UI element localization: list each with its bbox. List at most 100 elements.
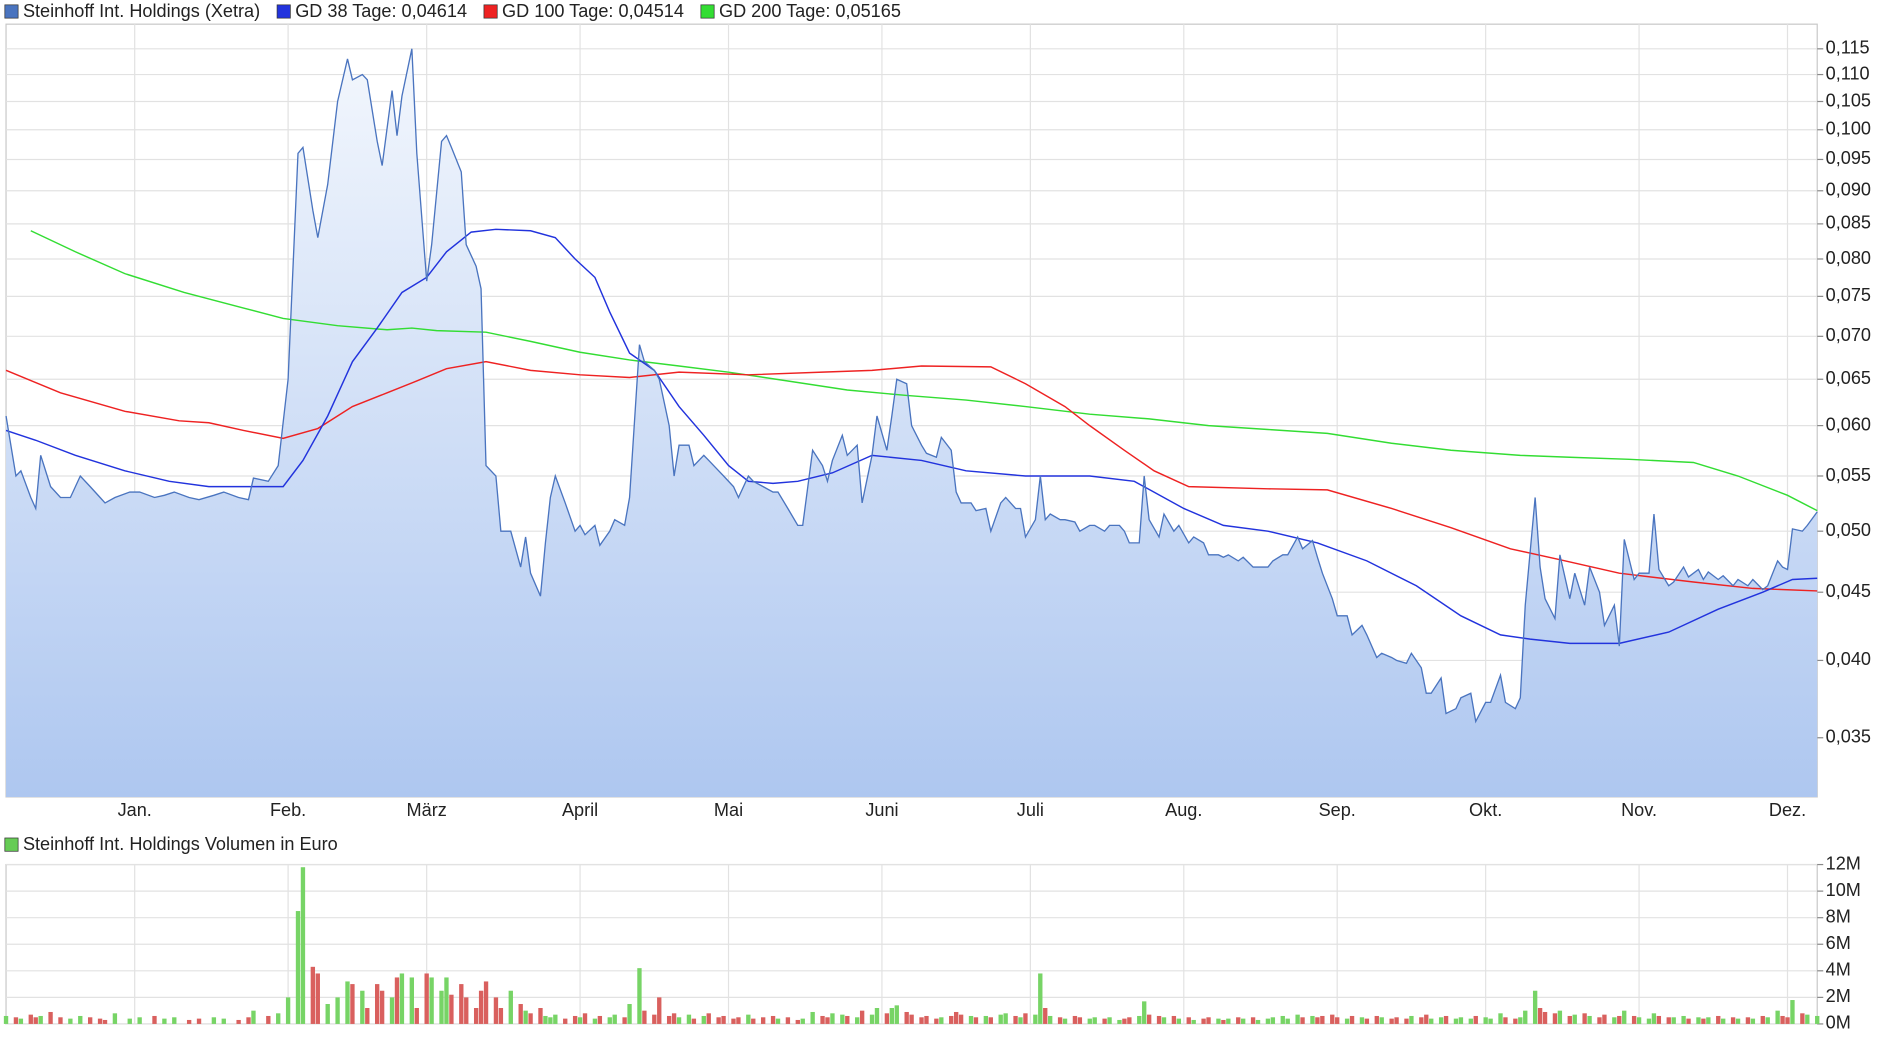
volume-bar [1765, 1017, 1770, 1024]
volume-bar [1107, 1017, 1112, 1024]
volume-bar [1745, 1017, 1751, 1024]
volume-bar [1775, 1010, 1780, 1024]
volume-bar [483, 981, 489, 1024]
volume-bar [1176, 1018, 1182, 1024]
legend-label: GD 200 Tage: 0,05165 [719, 1, 901, 21]
volume-bar [1013, 1015, 1018, 1024]
volume-bar [345, 981, 350, 1024]
volume-bar [1716, 1015, 1721, 1024]
volume-bar [1631, 1015, 1637, 1024]
y-tick-label: 0,055 [1826, 465, 1871, 485]
y-tick-label: 2M [1826, 986, 1851, 1006]
volume-bar [325, 1004, 330, 1024]
volume-bar [1666, 1017, 1671, 1024]
volume-bar [1295, 1014, 1300, 1024]
y-tick-label: 0,085 [1826, 213, 1871, 233]
volume-bar [958, 1014, 964, 1024]
y-tick-label: 6M [1826, 933, 1851, 953]
volume-bar [196, 1018, 202, 1024]
volume-bar [414, 1008, 419, 1024]
x-tick-label: Mai [714, 800, 743, 820]
volume-bar [1419, 1017, 1424, 1024]
volume-bar [1216, 1018, 1221, 1024]
volume-bar [1171, 1015, 1177, 1024]
volume-bar [1048, 1015, 1053, 1024]
volume-bar [38, 1015, 43, 1024]
volume-bar [1671, 1017, 1676, 1024]
volume-bar [1552, 1013, 1558, 1024]
volume-bar [751, 1018, 756, 1024]
volume-bar [18, 1018, 24, 1024]
volume-bar [1780, 1015, 1785, 1024]
volume-bar [1453, 1018, 1459, 1024]
volume-bar [869, 1014, 875, 1024]
volume-bar [295, 911, 301, 1024]
volume-bar [1043, 1008, 1048, 1024]
volume-bar [1582, 1013, 1587, 1024]
volume-bar [236, 1019, 241, 1024]
volume-bar [1142, 1001, 1147, 1024]
y-tick-label: 0,040 [1826, 649, 1871, 669]
volume-bar [652, 1014, 657, 1024]
volume-bar [33, 1017, 38, 1024]
volume-bar [1636, 1017, 1642, 1024]
volume-bar [424, 973, 429, 1024]
volume-bar [266, 1015, 271, 1024]
volume-bar [1379, 1017, 1384, 1024]
volume-bar [1226, 1018, 1231, 1024]
volume-bar [775, 1018, 781, 1024]
volume-bar [399, 973, 405, 1024]
volume-bar [478, 990, 484, 1024]
volume-bar [1458, 1017, 1464, 1024]
volume-bar [676, 1017, 682, 1024]
volume-bar [1062, 1018, 1068, 1024]
volume-bar [473, 1008, 479, 1024]
volume-bar [1805, 1014, 1810, 1024]
volume-bar [1255, 1019, 1261, 1024]
volume-bar [1191, 1019, 1196, 1024]
volume-bar [1092, 1017, 1097, 1024]
volume-bar [904, 1011, 909, 1024]
volume-bar [152, 1015, 157, 1024]
volume-bar [830, 1013, 835, 1024]
volume-bar [1344, 1018, 1350, 1024]
volume-bar [1201, 1018, 1206, 1024]
volume-bar [1127, 1017, 1132, 1024]
volume-bar [137, 1017, 142, 1024]
volume-bar [582, 1013, 588, 1024]
volume-bar [508, 990, 513, 1024]
volume-bar [1651, 1013, 1657, 1024]
volume-bar [87, 1017, 93, 1024]
y-tick-label: 0,115 [1826, 38, 1870, 58]
volume-bar [1473, 1015, 1478, 1024]
y-tick-label: 0M [1826, 1013, 1851, 1033]
volume-bar [1815, 1015, 1820, 1024]
volume-bar [1137, 1015, 1142, 1024]
volume-bar [394, 977, 400, 1024]
volume-bar [1498, 1013, 1503, 1024]
volume-bar [840, 1014, 845, 1024]
volume-bar [1023, 1013, 1028, 1024]
volume-bar [1102, 1018, 1107, 1024]
volume-bar [449, 994, 454, 1024]
volume-bar [1236, 1017, 1241, 1024]
volume-bar [1785, 1017, 1790, 1024]
volume-bar [770, 1015, 776, 1024]
volume-bar [1250, 1017, 1256, 1024]
volume-bar [973, 1017, 979, 1024]
volume-bar [1532, 990, 1538, 1024]
x-tick-label: Sep. [1319, 800, 1356, 820]
volume-bar [1488, 1018, 1493, 1024]
volume-bar [1265, 1018, 1271, 1024]
volume-bar [1221, 1019, 1226, 1024]
volume-bar [48, 1011, 53, 1024]
volume-bar [607, 1017, 612, 1024]
volume-bar [379, 990, 385, 1024]
volume-bar [1503, 1017, 1508, 1024]
volume-bar [1409, 1015, 1414, 1024]
volume-bar [1542, 1011, 1548, 1024]
volume-bar [874, 1008, 880, 1024]
volume-bar [1572, 1014, 1577, 1024]
volume-bar [1429, 1018, 1434, 1024]
y-tick-label: 0,095 [1826, 148, 1871, 168]
